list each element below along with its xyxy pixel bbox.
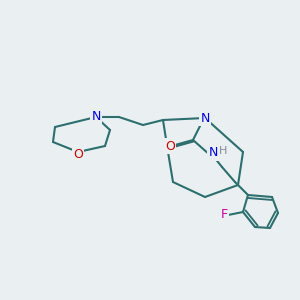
Text: N: N <box>208 146 218 160</box>
Text: O: O <box>165 140 175 152</box>
Text: N: N <box>91 110 101 124</box>
Text: N: N <box>200 112 210 124</box>
Text: F: F <box>220 208 228 221</box>
Text: O: O <box>73 148 83 160</box>
Text: H: H <box>219 146 227 156</box>
